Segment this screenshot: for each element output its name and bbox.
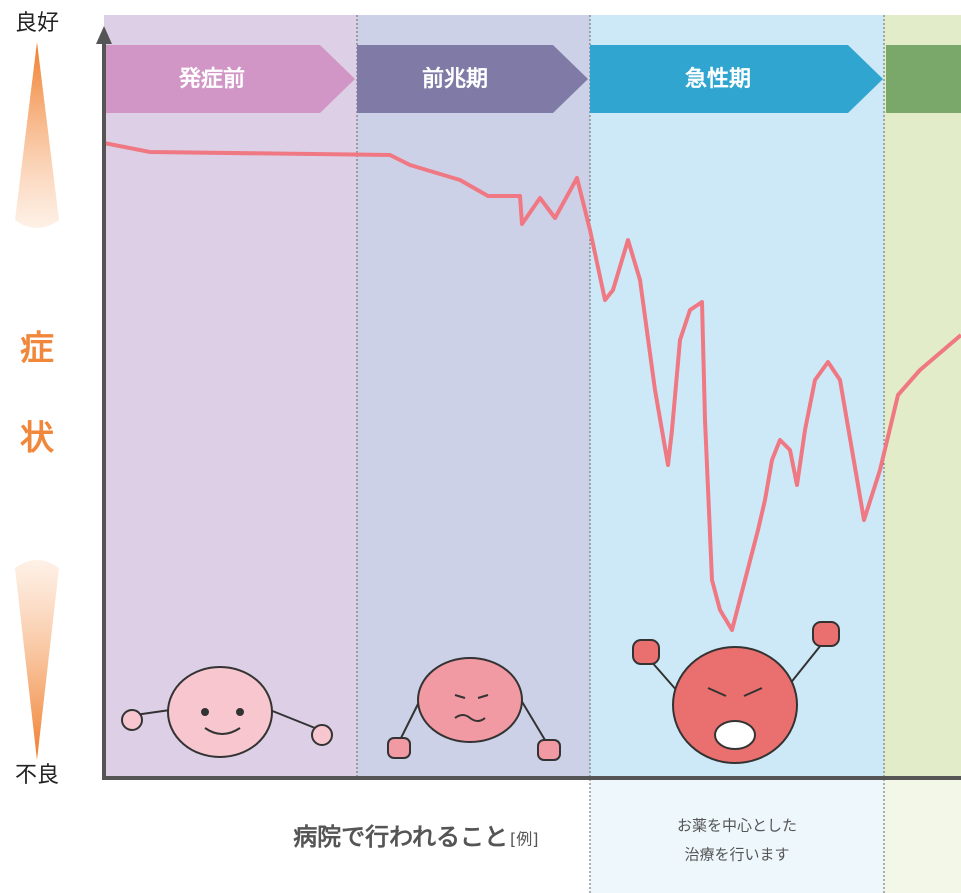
treatment-text: 治療を行います [684, 846, 789, 864]
phase-banner [104, 45, 355, 113]
axis-label: 状 [20, 419, 55, 459]
footer-title: 病院で行われること [293, 823, 508, 851]
treatment-text: お薬を中心とした [677, 817, 797, 835]
footer-bg [590, 778, 884, 893]
phase-banner [886, 45, 961, 113]
footer-bg [884, 778, 961, 893]
axis-top-label: 良好 [15, 11, 59, 36]
good-arrow [15, 42, 59, 228]
symptom-curve [103, 141, 961, 632]
phase-bg [357, 15, 590, 778]
y-axis-arrow [96, 26, 112, 44]
phase-bg [884, 15, 961, 778]
phase-label: 発症前 [178, 66, 245, 92]
character-calm [121, 666, 333, 758]
character-angry [632, 621, 840, 764]
phase-bg [104, 15, 357, 778]
phase-dividers [356, 15, 885, 893]
phase-banner [357, 45, 588, 113]
phase-banner [590, 45, 883, 113]
bad-arrow [15, 560, 59, 760]
phase-label: 急性期 [685, 66, 751, 92]
character-uneasy [387, 657, 561, 761]
footer-note: [例] [510, 830, 539, 849]
axis-bottom-label: 不良 [15, 763, 59, 788]
phase-label: 前兆期 [422, 66, 488, 92]
axis-label: 症 [20, 329, 54, 369]
